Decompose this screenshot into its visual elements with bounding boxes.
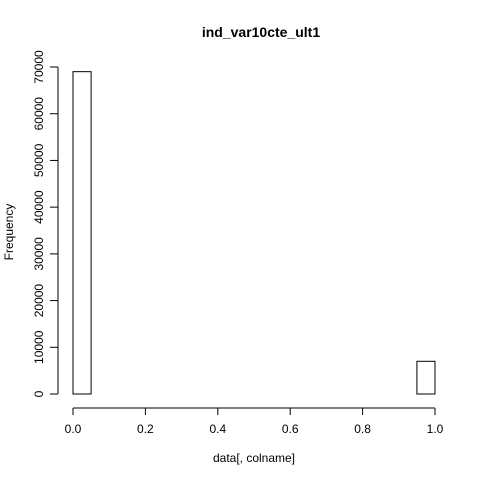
x-axis: 0.0 0.2 0.4 0.6 0.8 1.0 (65, 407, 444, 436)
histogram-bar-19 (416, 360, 436, 395)
y-tick-label: 50000 (32, 143, 46, 177)
y-tick-label: 70000 (32, 50, 46, 84)
histogram-bar-0 (72, 71, 92, 395)
y-tick-label: 10000 (32, 330, 46, 364)
y-axis: 0 10000 20000 30000 40000 50000 60000 70000 (32, 50, 59, 397)
x-tick-label: 0.2 (137, 422, 154, 436)
y-tick-label: 60000 (32, 97, 46, 131)
bars-group (72, 71, 436, 395)
x-tick-label: 0.6 (282, 422, 299, 436)
x-tick-label: 0.8 (354, 422, 371, 436)
y-axis-label: Frequency (2, 204, 16, 261)
y-tick-label: 0 (32, 390, 46, 397)
y-tick-label: 30000 (32, 237, 46, 271)
y-tick-label: 40000 (32, 190, 46, 224)
x-tick-label: 0.4 (209, 422, 226, 436)
y-tick-label: 20000 (32, 284, 46, 318)
chart-title: ind_var10cte_ult1 (202, 24, 320, 40)
x-tick-label: 1.0 (427, 422, 444, 436)
x-tick-label: 0.0 (65, 422, 82, 436)
x-axis-label: data[, colname] (213, 451, 295, 465)
